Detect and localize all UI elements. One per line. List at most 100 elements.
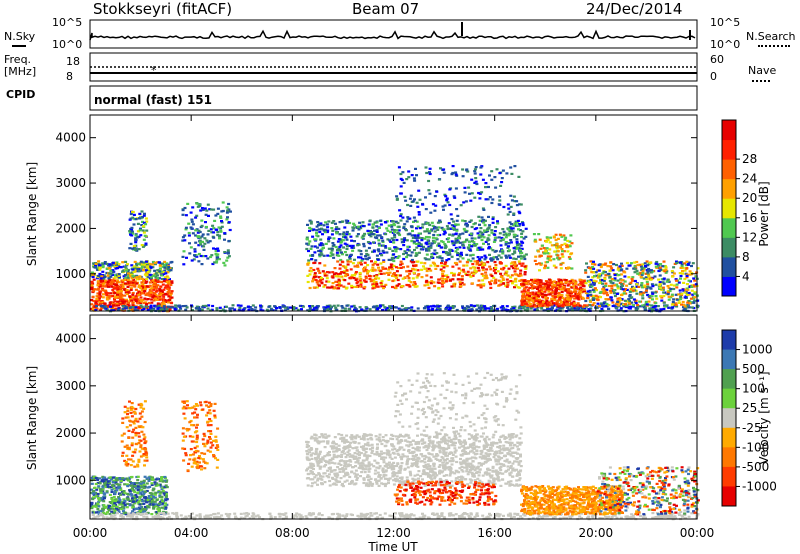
data-cell: [686, 304, 690, 307]
data-cell: [524, 281, 528, 285]
data-cell: [682, 306, 685, 309]
data-cell: [128, 499, 132, 502]
data-cell: [561, 303, 565, 306]
data-cell: [327, 280, 331, 283]
data-cell: [645, 260, 649, 263]
data-cell: [148, 284, 152, 287]
data-cell: [364, 255, 368, 258]
data-cell: [159, 485, 163, 488]
data-cell: [108, 303, 112, 306]
data-cell: [188, 242, 191, 245]
data-cell: [345, 269, 349, 272]
data-cell: [334, 280, 338, 283]
data-cell: [189, 246, 193, 249]
data-cell: [132, 499, 136, 502]
data-cell: [134, 234, 138, 237]
data-cell: [499, 280, 503, 283]
data-cell: [594, 274, 598, 277]
data-cell: [398, 233, 402, 237]
data-cell: [657, 269, 661, 273]
data-cell: [359, 281, 363, 284]
data-cell: [659, 287, 663, 290]
data-cell: [590, 271, 594, 274]
data-cell: [337, 254, 341, 257]
data-cell: [508, 210, 512, 213]
data-cell: [556, 250, 560, 253]
data-cell: [146, 274, 150, 277]
data-cell: [694, 275, 698, 278]
data-cell: [448, 307, 452, 310]
data-cell: [210, 231, 214, 234]
data-cell: [496, 220, 499, 223]
data-cell: [450, 249, 454, 252]
data-cell: [198, 236, 202, 239]
data-cell: [639, 284, 643, 287]
data-cell: [459, 285, 463, 288]
data-cell: [683, 296, 687, 299]
data-cell: [124, 267, 128, 270]
data-cell: [373, 221, 377, 224]
data-cell: [178, 304, 182, 307]
data-cell: [627, 264, 631, 267]
data-cell: [140, 267, 144, 270]
data-cell: [678, 289, 682, 292]
data-cell: [159, 285, 163, 288]
data-cell: [402, 181, 406, 184]
data-cell: [625, 267, 629, 270]
data-cell: [90, 280, 94, 283]
data-cell: [140, 489, 144, 492]
data-cell: [444, 195, 448, 198]
data-cell: [427, 308, 431, 311]
data-cell: [414, 264, 418, 267]
data-cell: [326, 229, 330, 232]
data-cell: [191, 232, 195, 235]
data-cell: [420, 276, 424, 279]
data-cell: [572, 282, 575, 285]
data-cell: [499, 239, 503, 242]
data-cell: [484, 275, 488, 278]
data-cell: [417, 189, 421, 192]
data-cell: [215, 308, 219, 311]
data-cell: [605, 291, 609, 294]
data-cell: [144, 272, 148, 275]
data-cell: [98, 291, 102, 294]
data-cell: [493, 279, 497, 282]
data-cell: [664, 271, 668, 274]
data-cell: [105, 267, 109, 270]
data-cell: [455, 308, 459, 312]
data-cell: [657, 278, 661, 281]
data-cell: [650, 291, 654, 294]
data-cell: [116, 290, 120, 293]
data-cell: [113, 300, 117, 303]
data-cell: [340, 270, 344, 274]
data-cell: [374, 280, 378, 284]
data-cell: [384, 246, 388, 249]
data-cell: [132, 213, 136, 216]
data-cell: [227, 240, 231, 243]
data-cell: [206, 257, 210, 260]
data-cell: [147, 294, 151, 297]
data-cell: [400, 262, 404, 265]
data-cell: [470, 282, 474, 285]
data-cell: [624, 292, 628, 295]
data-cell: [340, 260, 344, 263]
data-cell: [149, 498, 153, 501]
data-cell: [425, 228, 429, 231]
data-cell: [137, 299, 141, 302]
data-cell: [388, 306, 392, 309]
data-cell: [133, 267, 137, 270]
data-cell: [502, 266, 506, 269]
data-cell: [126, 276, 130, 279]
data-cell: [98, 272, 102, 276]
data-cell: [223, 251, 227, 254]
data-cell: [520, 251, 524, 254]
data-cell: [326, 305, 330, 308]
data-cell: [478, 192, 482, 195]
data-cell: [482, 218, 486, 222]
data-cell: [459, 204, 463, 207]
data-cell: [677, 261, 681, 264]
data-cell: [400, 178, 404, 182]
data-cell: [416, 236, 420, 239]
data-cell: [139, 298, 143, 302]
data-cell: [359, 256, 363, 259]
